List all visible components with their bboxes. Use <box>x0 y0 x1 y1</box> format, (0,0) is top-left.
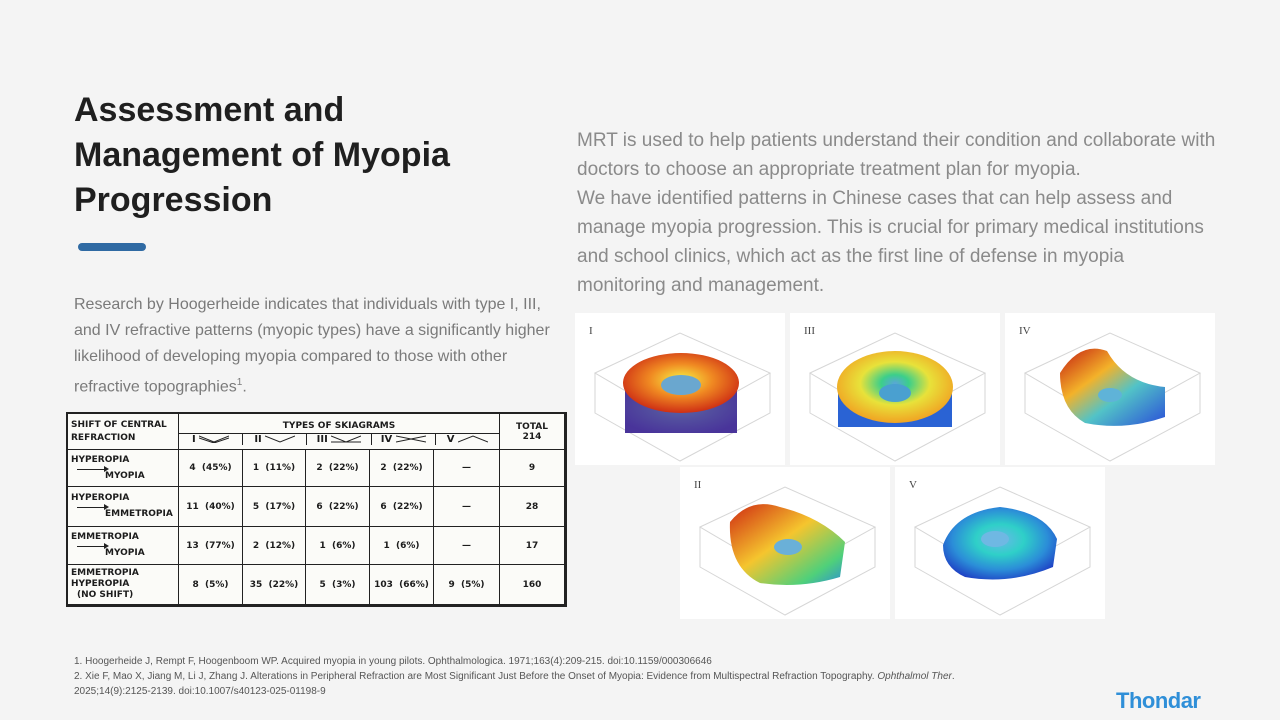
header-shift: SHIFT OF CENTRAL REFRACTION <box>67 413 179 450</box>
footnote-ref: 1 <box>236 377 243 388</box>
table-row: HYPEROPIA EMMETROPIA 11 (40%) 5 (17%) 6 (… <box>67 486 566 527</box>
type-label-4: IV <box>380 433 393 445</box>
topography-label-IV: IV <box>1019 325 1031 337</box>
table-row: HYPEROPIA MYOPIA 4 (45%) 1 (11%) 2 (22%) … <box>67 449 566 487</box>
topography-type-IV-plot <box>1023 332 1202 462</box>
table-row: EMMETROPIA MYOPIA 13 (77%) 2 (12%) 1 (6%)… <box>67 526 566 565</box>
references: 1. Hoogerheide J, Rempt F, Hoogenboom WP… <box>74 654 1154 699</box>
right-paragraph: MRT is used to help patients understand … <box>577 126 1217 300</box>
type-2-glyph <box>265 435 296 443</box>
right-paragraph-1: MRT is used to help patients understand … <box>577 130 1216 180</box>
left-paragraph: Research by Hoogerheide indicates that i… <box>74 296 550 396</box>
table-row: EMMETROPIA HYPEROPIA (NO SHIFT) 8 (5%) 35 … <box>67 564 566 605</box>
reference-2: 2. Xie F, Mao X, Jiang M, Li J, Zhang J.… <box>74 671 955 682</box>
topography-type-II-plot <box>698 486 877 616</box>
topography-type-I-plot <box>593 332 772 462</box>
reference-1: 1. Hoogerheide J, Rempt F, Hoogenboom WP… <box>74 656 712 667</box>
type-4-glyph <box>395 435 426 442</box>
topography-image-type-III: III <box>790 313 1000 465</box>
topography-label-I: I <box>589 325 593 337</box>
topography-type-III-plot <box>808 332 987 462</box>
type-3-glyph <box>331 435 362 443</box>
skiagram-table: SHIFT OF CENTRAL REFRACTION TYPES OF SKIA… <box>67 413 566 605</box>
type-label-3: III <box>316 433 328 445</box>
topography-image-type-I: I <box>575 313 785 465</box>
type-label-5: V <box>446 433 455 445</box>
header-types: TYPES OF SKIAGRAMS I II III IV V <box>177 413 501 450</box>
header-total: TOTAL 214 <box>499 413 566 450</box>
topography-label-II: II <box>694 479 702 491</box>
right-paragraph-2: We have identified patterns in Chinese c… <box>577 188 1204 296</box>
thondar-logo: Thondar <box>1116 688 1201 713</box>
reference-2-continued: 2025;14(9):2125-2139. doi:10.1007/s40123… <box>74 686 326 697</box>
topography-type-V-plot <box>913 486 1092 616</box>
topography-image-type-V: V <box>895 467 1105 619</box>
type-1-glyph <box>199 435 230 443</box>
title-accent-bar <box>78 243 146 251</box>
topography-label-III: III <box>804 325 815 337</box>
type-label-1: I <box>191 433 196 445</box>
topography-image-type-IV: IV <box>1005 313 1215 465</box>
topography-image-type-II: II <box>680 467 890 619</box>
page-title: Assessment and Management of Myopia Prog… <box>74 91 450 219</box>
topography-label-V: V <box>909 479 917 491</box>
type-5-glyph <box>458 434 489 442</box>
type-label-2: II <box>254 433 262 445</box>
